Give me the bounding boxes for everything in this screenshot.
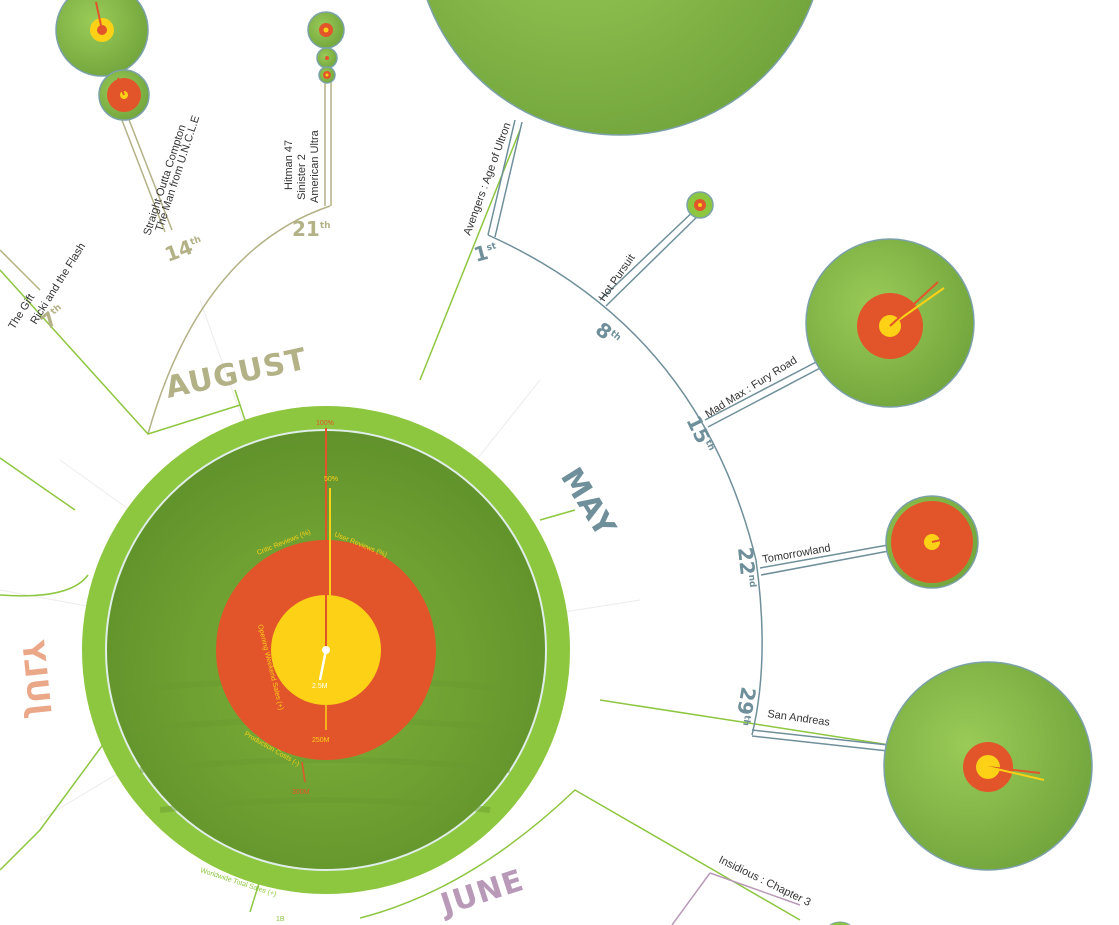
june-ring bbox=[671, 872, 801, 925]
august-ring bbox=[147, 205, 331, 435]
legend-50: 50% bbox=[324, 476, 338, 483]
svg-text:1st: 1st bbox=[471, 237, 501, 266]
svg-text:15th: 15th bbox=[682, 412, 720, 457]
august-day-14: 14th bbox=[162, 231, 206, 267]
august-day-21: 21th bbox=[292, 217, 331, 241]
film-label-sinister: Sinister 2 bbox=[296, 154, 308, 200]
month-label-july: JULY bbox=[14, 638, 57, 719]
san-andreas-poster[interactable] bbox=[883, 661, 1093, 871]
august-boundary bbox=[0, 269, 246, 511]
film-label-avengers: Avengers : Age of Ultron bbox=[462, 121, 514, 237]
film-label-san-andreas: San Andreas bbox=[767, 708, 832, 729]
legend-250m: 250M bbox=[312, 737, 330, 744]
august-stems bbox=[0, 80, 332, 291]
may-day-1: 1st bbox=[471, 237, 501, 267]
svg-text:14th: 14th bbox=[162, 231, 206, 267]
may-day-8: 8th bbox=[591, 317, 625, 351]
film-label-mad-max: Mad Max : Fury Road bbox=[703, 354, 799, 420]
may-ring bbox=[487, 234, 763, 736]
insidious-poster-partial[interactable] bbox=[822, 921, 858, 925]
month-label-may: MAY bbox=[553, 462, 623, 544]
man-from-uncle-poster[interactable] bbox=[98, 69, 150, 121]
svg-text:8th: 8th bbox=[591, 317, 625, 351]
legend-300m: 300M bbox=[292, 789, 310, 796]
may-stems bbox=[487, 119, 890, 752]
straight-outta-compton-poster[interactable] bbox=[55, 0, 149, 77]
tomorrowland-poster[interactable] bbox=[885, 495, 979, 589]
film-label-hitman: Hitman 47 bbox=[283, 140, 295, 190]
film-label-tomorrowland: Tomorrowland bbox=[761, 542, 831, 566]
american-ultra-poster[interactable] bbox=[318, 66, 336, 84]
hot-pursuit-poster[interactable] bbox=[686, 191, 714, 219]
svg-text:22nd: 22nd bbox=[733, 546, 761, 589]
avengers-poster[interactable] bbox=[415, 0, 825, 136]
month-label-june: JUNE bbox=[435, 863, 529, 923]
mad-max-poster[interactable] bbox=[805, 238, 975, 408]
legend-2-5m: 2.5M bbox=[312, 683, 328, 690]
may-day-22: 22nd bbox=[733, 546, 761, 589]
sinister-poster[interactable] bbox=[316, 47, 338, 69]
may-day-15: 15th bbox=[682, 412, 720, 457]
legend-circle bbox=[82, 406, 570, 894]
may-day-29: 29th bbox=[730, 685, 760, 727]
legend-1b: 1B bbox=[276, 916, 285, 923]
film-label-insidious: Insidious : Chapter 3 bbox=[717, 854, 813, 909]
svg-text:21th: 21th bbox=[292, 217, 331, 241]
film-label-american-ultra: American Ultra bbox=[309, 129, 321, 203]
hitman-poster[interactable] bbox=[307, 11, 345, 49]
legend-100: 100% bbox=[316, 420, 334, 427]
july-june-boundary bbox=[0, 574, 801, 921]
svg-text:29th: 29th bbox=[730, 685, 760, 727]
